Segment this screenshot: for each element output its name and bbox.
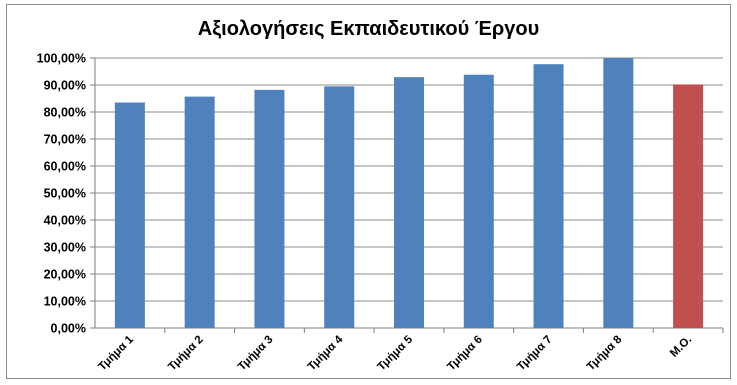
x-tick-label: Τμήμα 4: [306, 333, 346, 373]
x-tick-label: Τμήμα 3: [236, 334, 276, 374]
bar: [603, 58, 634, 328]
bar: [393, 77, 425, 328]
x-tick-label: Τμήμα 8: [585, 333, 625, 373]
y-tick-label: 100,00%: [37, 52, 86, 66]
y-tick-label: 30,00%: [44, 241, 86, 255]
chart-title: Αξιολογήσεις Εκπαιδευτικού Έργου: [197, 18, 540, 40]
x-tick-label: Τμήμα 6: [445, 334, 485, 374]
y-tick-label: 60,00%: [44, 160, 86, 174]
x-tick-label: Τμήμα 2: [166, 334, 206, 374]
y-tick-label: 40,00%: [44, 214, 86, 228]
y-tick-label: 90,00%: [44, 79, 86, 93]
bar: [673, 84, 704, 329]
y-tick-label: 0,00%: [51, 322, 86, 336]
y-tick-label: 80,00%: [44, 106, 86, 120]
bar: [533, 64, 564, 329]
y-tick-label: 20,00%: [44, 268, 86, 282]
x-tick-label: Μ.Ο.: [668, 334, 694, 360]
bar: [254, 89, 285, 328]
y-tick-label: 10,00%: [44, 295, 86, 309]
y-tick-label: 50,00%: [44, 187, 86, 201]
x-tick-label: Τμήμα 7: [515, 334, 555, 374]
bar: [324, 86, 355, 328]
bar: [114, 102, 145, 328]
x-tick-label: Τμήμα 1: [96, 333, 136, 373]
y-tick-label: 70,00%: [44, 133, 86, 147]
bar: [463, 74, 494, 329]
bar: [184, 96, 215, 328]
x-tick-label: Τμήμα 5: [376, 333, 416, 373]
